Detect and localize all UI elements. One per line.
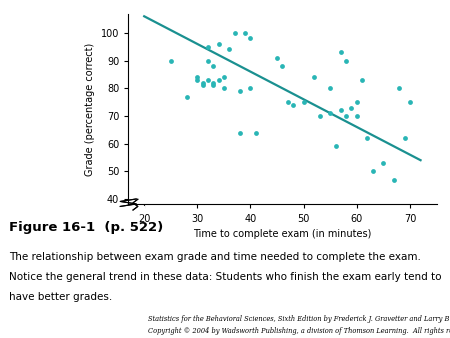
- Point: [194, 77, 201, 83]
- Point: [353, 99, 360, 105]
- Point: [204, 77, 212, 83]
- Point: [342, 113, 350, 119]
- Point: [247, 36, 254, 41]
- Text: have better grades.: have better grades.: [9, 292, 112, 303]
- Point: [327, 86, 334, 91]
- Text: Copyright © 2004 by Wadsworth Publishing, a division of Thomson Learning.  All r: Copyright © 2004 by Wadsworth Publishing…: [148, 327, 450, 335]
- Point: [359, 77, 366, 83]
- Point: [183, 94, 190, 99]
- Point: [348, 105, 355, 110]
- Point: [204, 44, 212, 49]
- Point: [300, 99, 307, 105]
- X-axis label: Time to complete exam (in minutes): Time to complete exam (in minutes): [193, 229, 372, 239]
- Point: [215, 41, 222, 47]
- Point: [215, 77, 222, 83]
- Point: [401, 135, 408, 141]
- Point: [289, 102, 297, 107]
- Bar: [117, 206, 144, 213]
- Text: Figure 16-1  (p. 522): Figure 16-1 (p. 522): [9, 221, 163, 234]
- Text: Notice the general trend in these data: Students who finish the exam early tend : Notice the general trend in these data: …: [9, 272, 441, 282]
- Point: [369, 169, 376, 174]
- Point: [199, 83, 206, 88]
- Point: [380, 160, 387, 166]
- Point: [327, 111, 334, 116]
- Point: [210, 83, 217, 88]
- Point: [353, 113, 360, 119]
- Point: [242, 30, 249, 35]
- Point: [284, 99, 291, 105]
- Point: [225, 47, 233, 52]
- Point: [406, 99, 414, 105]
- Point: [274, 55, 281, 61]
- Point: [220, 74, 228, 80]
- Y-axis label: Grade (percentage correct): Grade (percentage correct): [86, 42, 95, 176]
- Point: [316, 113, 323, 119]
- Point: [310, 74, 318, 80]
- Point: [247, 86, 254, 91]
- Point: [332, 144, 339, 149]
- Point: [220, 86, 228, 91]
- Point: [167, 58, 174, 63]
- Point: [364, 135, 371, 141]
- Point: [279, 64, 286, 69]
- Text: The relationship between exam grade and time needed to complete the exam.: The relationship between exam grade and …: [9, 252, 421, 262]
- Point: [337, 50, 344, 55]
- Point: [210, 80, 217, 86]
- Point: [199, 80, 206, 86]
- Point: [342, 58, 350, 63]
- Point: [204, 58, 212, 63]
- Point: [210, 64, 217, 69]
- Point: [391, 177, 398, 182]
- Text: Statistics for the Behavioral Sciences, Sixth Edition by Frederick J. Gravetter : Statistics for the Behavioral Sciences, …: [148, 315, 450, 323]
- Point: [194, 74, 201, 80]
- Point: [231, 30, 238, 35]
- Point: [396, 86, 403, 91]
- Point: [337, 108, 344, 113]
- Point: [236, 88, 243, 94]
- Point: [252, 130, 259, 135]
- Point: [236, 130, 243, 135]
